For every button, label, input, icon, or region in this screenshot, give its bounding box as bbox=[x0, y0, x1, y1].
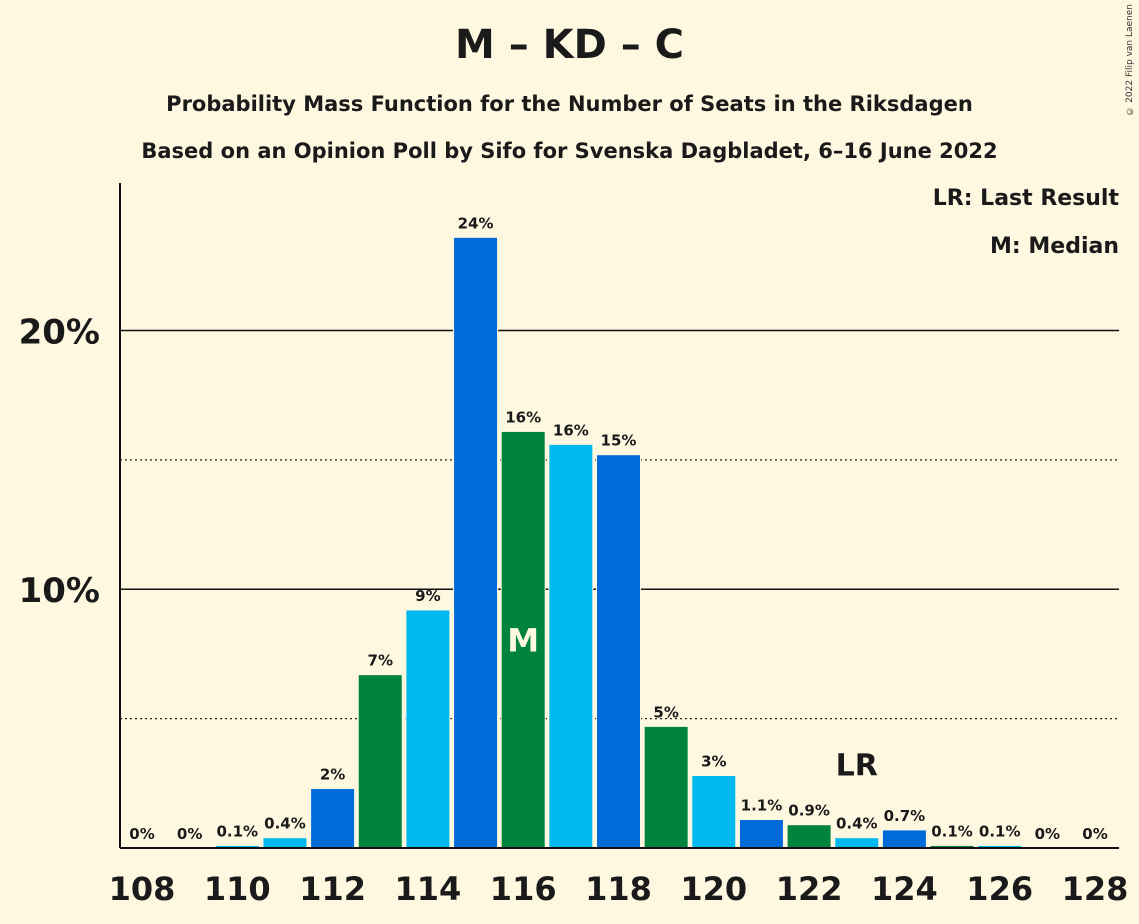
bar-121 bbox=[738, 819, 784, 849]
x-tick-label: 126 bbox=[966, 870, 1033, 908]
data-label-121: 1.1% bbox=[741, 797, 783, 815]
bar-123 bbox=[834, 837, 880, 849]
x-tick-label: 108 bbox=[109, 870, 176, 908]
x-tick-label: 118 bbox=[585, 870, 652, 908]
x-tick-label: 114 bbox=[395, 870, 462, 908]
bar-117 bbox=[548, 443, 594, 849]
data-label-111: 0.4% bbox=[264, 815, 306, 833]
data-label-123: 0.4% bbox=[836, 815, 878, 833]
data-label-118: 15% bbox=[601, 432, 637, 450]
data-label-112: 2% bbox=[320, 765, 345, 783]
bar-114 bbox=[405, 609, 451, 849]
bar-118 bbox=[596, 454, 641, 849]
bar-112 bbox=[310, 787, 356, 849]
median-marker: M bbox=[507, 621, 539, 659]
data-label-116: 16% bbox=[505, 408, 541, 426]
bar-111 bbox=[262, 837, 308, 849]
last-result-marker: LR bbox=[836, 749, 878, 784]
bar-122 bbox=[786, 824, 832, 849]
x-tick-label: 124 bbox=[871, 870, 938, 908]
bar-113 bbox=[357, 674, 403, 849]
chart-title: M – KD – C bbox=[454, 22, 685, 68]
data-label-109: 0% bbox=[177, 825, 202, 843]
data-label-125: 0.1% bbox=[931, 822, 973, 840]
y-tick-label: 20% bbox=[19, 312, 100, 352]
data-label-126: 0.1% bbox=[979, 822, 1021, 840]
bar-120 bbox=[691, 775, 737, 849]
x-tick-label: 120 bbox=[680, 870, 747, 908]
data-label-110: 0.1% bbox=[216, 822, 258, 840]
chart-subtitle: Probability Mass Function for the Number… bbox=[166, 92, 973, 116]
y-tick-label: 10% bbox=[19, 571, 100, 611]
data-label-122: 0.9% bbox=[788, 802, 830, 820]
data-label-114: 9% bbox=[415, 587, 440, 605]
data-label-115: 24% bbox=[458, 214, 494, 232]
x-tick-label: 122 bbox=[776, 870, 843, 908]
bar-124 bbox=[881, 829, 927, 849]
chart-subtitle-poll: Based on an Opinion Poll by Sifo for Sve… bbox=[141, 139, 998, 163]
x-tick-label: 112 bbox=[299, 870, 366, 908]
bar-115 bbox=[453, 236, 499, 849]
data-label-127: 0% bbox=[1035, 825, 1060, 843]
data-label-117: 16% bbox=[553, 421, 589, 439]
bar-119 bbox=[643, 725, 689, 849]
data-label-128: 0% bbox=[1082, 825, 1107, 843]
data-label-120: 3% bbox=[701, 753, 726, 771]
bar-116 bbox=[500, 430, 546, 849]
data-label-108: 0% bbox=[129, 825, 154, 843]
data-label-124: 0.7% bbox=[884, 807, 926, 825]
data-label-113: 7% bbox=[368, 652, 393, 670]
x-tick-label: 128 bbox=[1062, 870, 1129, 908]
data-label-119: 5% bbox=[653, 703, 678, 721]
x-tick-label: 116 bbox=[490, 870, 557, 908]
legend-last-result: LR: Last Result bbox=[932, 186, 1119, 211]
x-tick-label: 110 bbox=[204, 870, 271, 908]
legend-median: M: Median bbox=[990, 234, 1119, 259]
